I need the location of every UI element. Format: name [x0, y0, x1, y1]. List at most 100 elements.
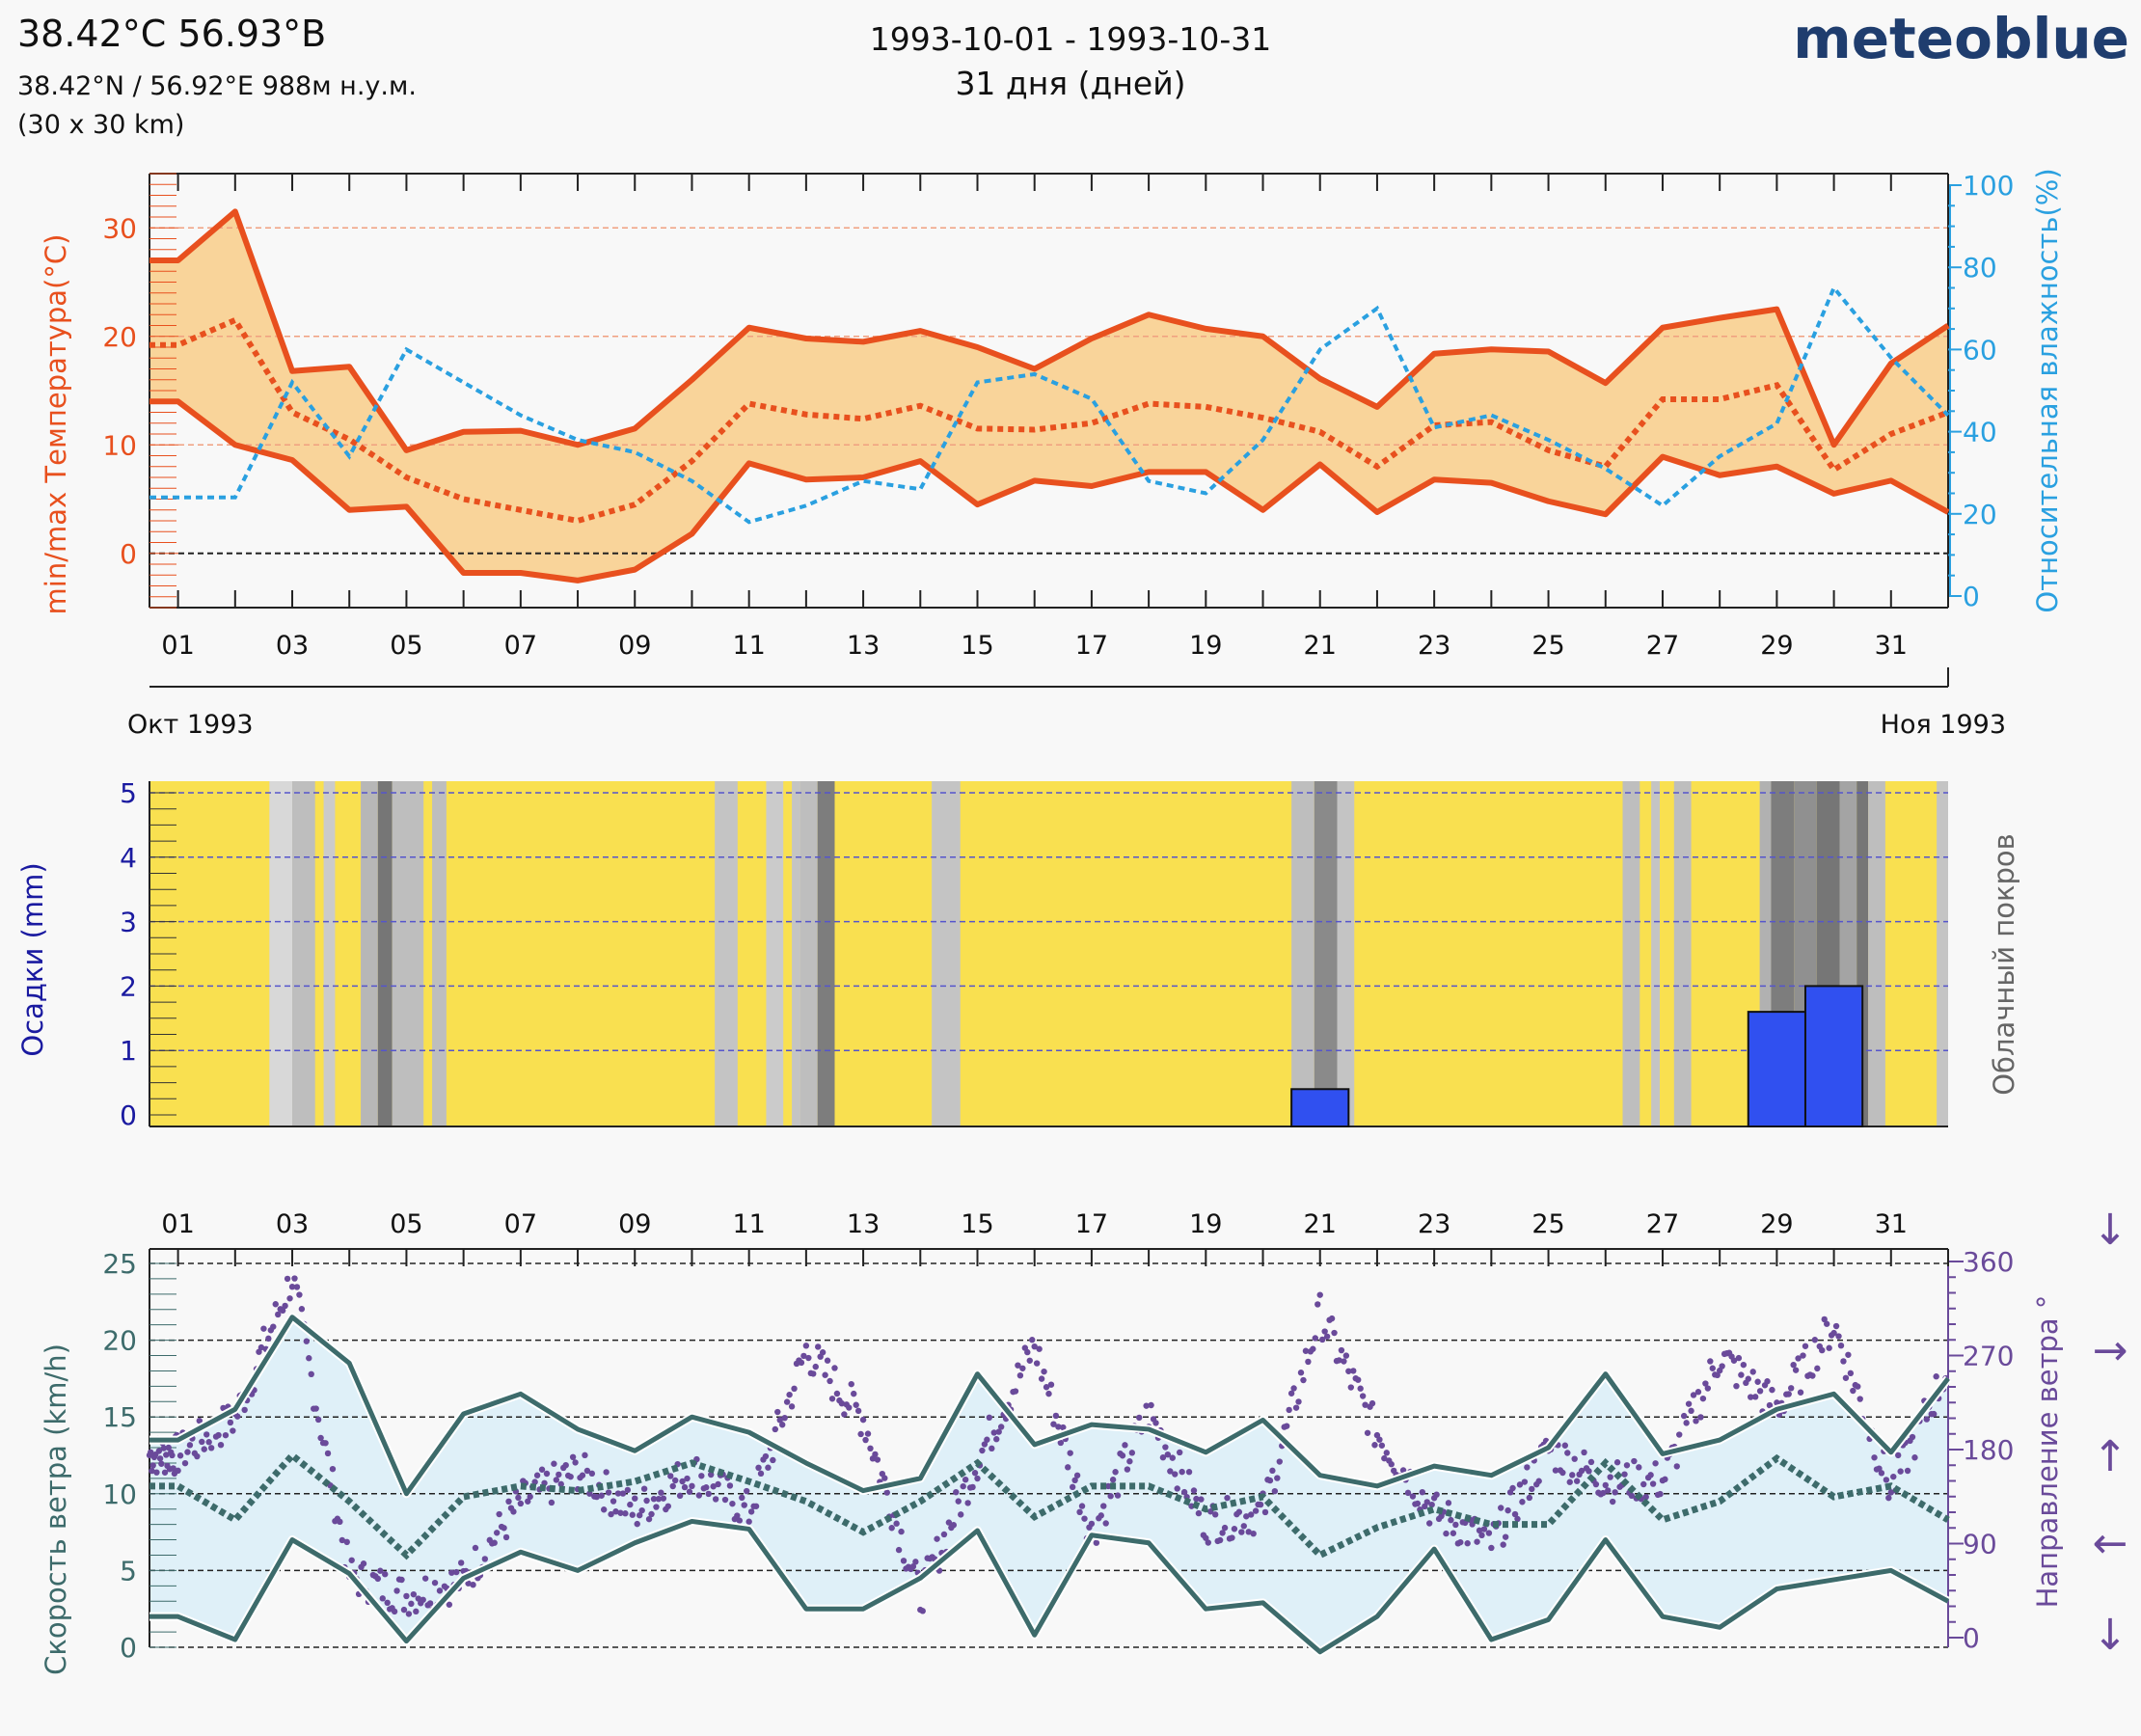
- wind-direction-dot: [582, 1451, 588, 1459]
- wind-direction-dot: [1433, 1491, 1440, 1498]
- wind-direction-dot: [515, 1494, 522, 1502]
- wind-direction-dot: [553, 1477, 560, 1483]
- arrow-west-icon: ←: [2093, 1519, 2128, 1568]
- arrow-north-icon: ↑: [2093, 1432, 2128, 1481]
- wind-direction-dot: [909, 1563, 917, 1570]
- wind-direction-dot: [1295, 1398, 1302, 1405]
- wind-direction-dot: [1076, 1508, 1083, 1516]
- wind-direction-dot: [1055, 1424, 1062, 1430]
- wind-direction-dot: [762, 1452, 770, 1460]
- wind-direction-dot: [393, 1587, 400, 1594]
- wind-direction-dot: [1623, 1462, 1631, 1469]
- wind-direction-dot: [377, 1567, 384, 1574]
- wind-speed-axis-label: Скорость ветра (km/h): [40, 1343, 72, 1675]
- wind-direction-dot: [1203, 1534, 1209, 1541]
- wind-direction-dot: [184, 1449, 191, 1455]
- wind-direction-dot: [800, 1352, 807, 1360]
- wind-direction-dot: [686, 1488, 693, 1495]
- wind-direction-dot: [627, 1501, 634, 1508]
- wind-direction-dot: [343, 1538, 350, 1546]
- wind-tick-label: 10: [102, 1478, 137, 1510]
- temp-max-line: [149, 208, 1950, 453]
- wind-direction-dot: [270, 1323, 277, 1330]
- wind-direction-dot: [324, 1450, 332, 1457]
- wind-direction-dot: [739, 1494, 745, 1502]
- wind-direction-dot: [329, 1465, 337, 1473]
- wind-direction-dot: [496, 1510, 502, 1518]
- wind-direction-dot: [1036, 1345, 1043, 1352]
- wind-direction-dot: [703, 1484, 710, 1491]
- wind-direction-dot: [1287, 1390, 1295, 1397]
- wind-direction-dot: [997, 1424, 1005, 1430]
- wind-direction-dot: [1566, 1478, 1573, 1485]
- wind-direction-dot: [1342, 1352, 1350, 1359]
- wind-direction-dot: [827, 1377, 833, 1385]
- wind-direction-dot: [1561, 1442, 1569, 1449]
- wind-direction-dot: [1167, 1468, 1174, 1475]
- wind-direction-dot: [1029, 1337, 1036, 1343]
- wind-direction-dot: [472, 1544, 479, 1552]
- wind-direction-dot: [919, 1608, 926, 1614]
- wind-direction-dot: [1286, 1406, 1292, 1414]
- temp-tick-label: 20: [102, 321, 137, 353]
- wind-direction-dot: [1809, 1372, 1816, 1379]
- wind-direction-dot: [398, 1576, 405, 1584]
- precipitation-panel: 0 1 2 3 4 5: [120, 777, 1948, 1131]
- wind-direction-dot: [199, 1438, 205, 1446]
- wind-direction-dot: [1609, 1498, 1616, 1505]
- wind-direction-dot: [1052, 1412, 1060, 1420]
- date-range: 1993-10-01 - 1993-10-31: [870, 20, 1271, 58]
- wind-direction-dot: [1026, 1357, 1033, 1364]
- wind-direction-dot: [1480, 1526, 1488, 1533]
- wind-direction-dot: [1033, 1360, 1041, 1367]
- wind-direction-dot: [1785, 1391, 1792, 1397]
- wind-direction-dot: [893, 1520, 900, 1527]
- wind-direction-dot: [420, 1596, 426, 1603]
- wind-direction-dot: [203, 1431, 210, 1438]
- wind-direction-dot: [227, 1419, 234, 1426]
- wind-direction-dot: [1216, 1536, 1224, 1544]
- wind-direction-dot: [1238, 1529, 1245, 1535]
- wind-direction-dot: [176, 1452, 184, 1459]
- wind-direction-dot: [1371, 1442, 1378, 1449]
- wind-direction-dot: [1764, 1378, 1771, 1385]
- wind-direction-dot: [950, 1522, 958, 1529]
- wind-direction-dot: [1819, 1346, 1826, 1354]
- wind-direction-dot: [567, 1473, 574, 1480]
- wind-direction-dot: [525, 1498, 531, 1505]
- temp-day-label: 09: [618, 631, 651, 661]
- wind-day-label: 15: [961, 1209, 993, 1239]
- wind-direction-dot: [1923, 1416, 1930, 1423]
- wind-direction-dot: [481, 1556, 489, 1562]
- wind-direction-dot: [593, 1493, 600, 1501]
- wind-direction-dot: [681, 1483, 689, 1491]
- wind-tick-label: 0: [120, 1632, 137, 1664]
- wind-direction-dot: [791, 1385, 798, 1393]
- wind-direction-dot: [993, 1436, 1000, 1443]
- wind-direction-dot: [448, 1569, 455, 1576]
- wind-direction-dot: [1305, 1358, 1312, 1366]
- wind-direction-dot: [1302, 1347, 1310, 1354]
- temp-day-label: 11: [732, 631, 765, 661]
- wind-direction-dot: [1100, 1503, 1107, 1509]
- wind-direction-dot: [1647, 1472, 1654, 1478]
- wind-direction-dot: [1476, 1527, 1483, 1534]
- wind-direction-dot: [1802, 1343, 1809, 1349]
- wind-direction-dot: [1605, 1487, 1612, 1494]
- wind-direction-dot: [1883, 1477, 1890, 1483]
- wind-direction-dot: [774, 1408, 781, 1416]
- sunshine-background: [149, 781, 1948, 1126]
- wind-direction-dot: [1792, 1367, 1800, 1373]
- wind-direction-dot: [912, 1559, 919, 1565]
- cloud-band: [1337, 781, 1355, 1126]
- wind-direction-dot: [1067, 1450, 1073, 1456]
- wind-direction-dot: [1766, 1401, 1774, 1409]
- temp-day-label: 07: [504, 631, 537, 661]
- wind-direction-dot: [805, 1354, 812, 1362]
- wind-direction-dot: [1519, 1499, 1526, 1505]
- wind-direction-dot: [1631, 1457, 1638, 1465]
- wind-direction-dot: [1388, 1461, 1395, 1468]
- grid-size: (30 x 30 km): [17, 110, 184, 140]
- wind-direction-dot: [415, 1595, 421, 1602]
- wind-direction-dot: [408, 1600, 415, 1608]
